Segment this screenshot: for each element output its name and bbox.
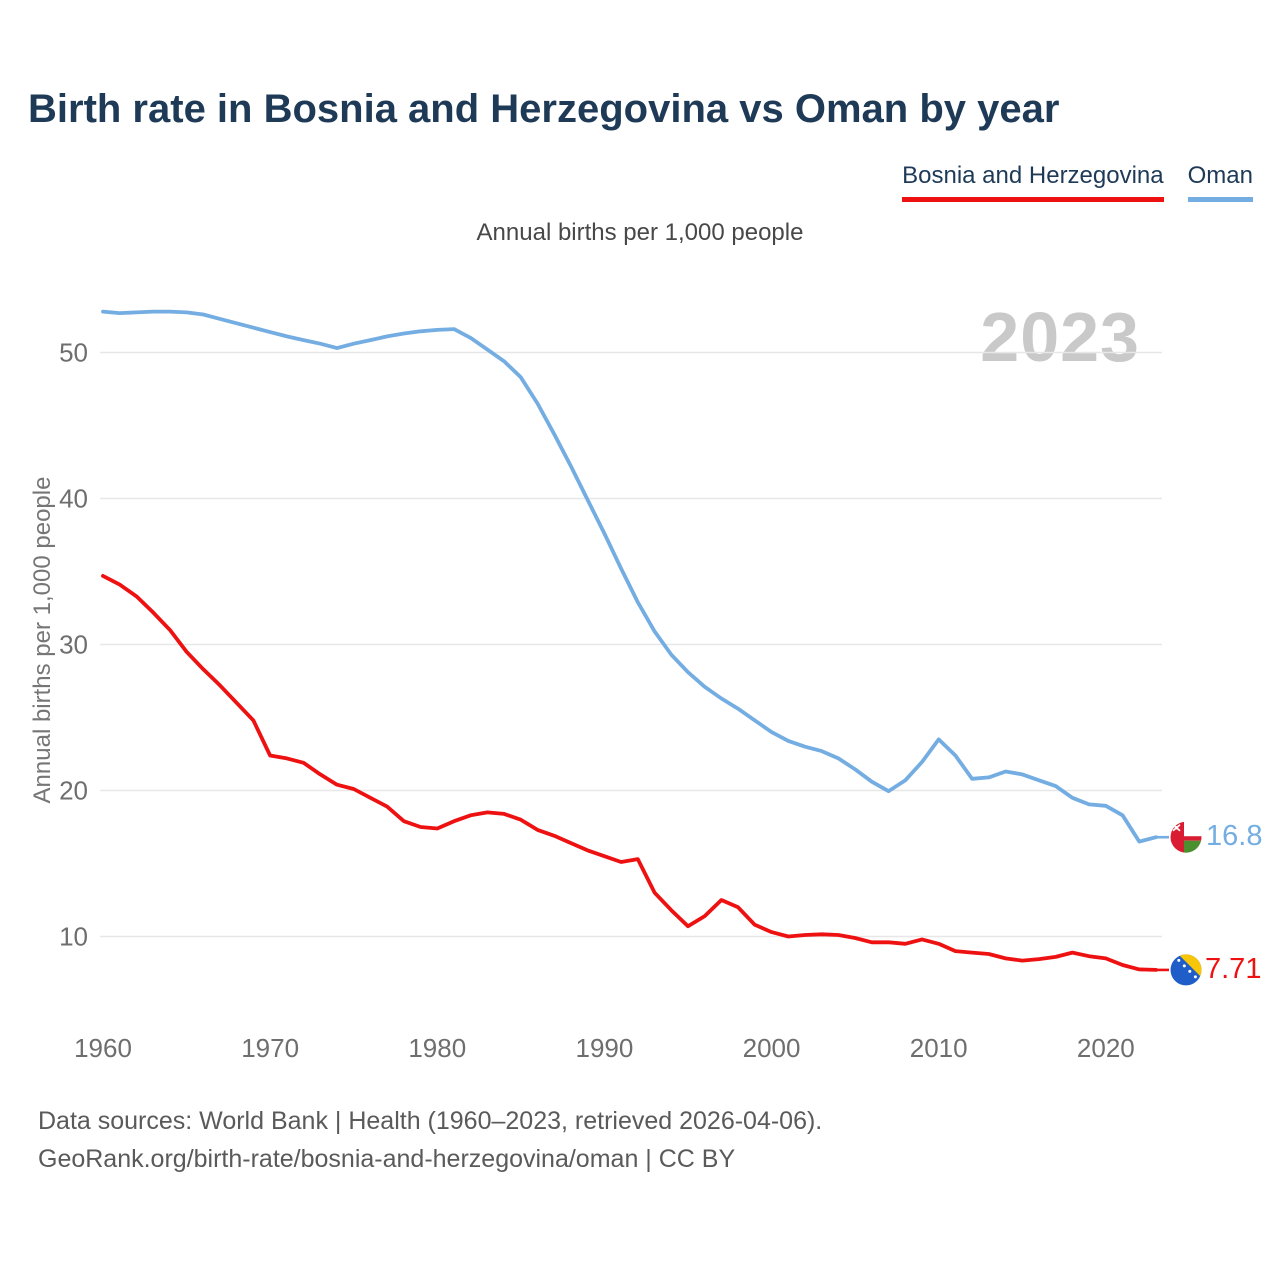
end-value-bosnia: 7.71: [1205, 953, 1262, 985]
x-tick-2000: 2000: [743, 1033, 801, 1063]
oman-flag-icon: [1170, 821, 1202, 853]
chart-subtitle: Annual births per 1,000 people: [476, 219, 804, 246]
legend-item-bosnia[interactable]: Bosnia and Herzegovina: [902, 162, 1164, 202]
birth-rate-chart: 50 40 30 20 10 1960 1970 1980 1990 2000 2010 2020: [0, 260, 1280, 1080]
legend-item-oman[interactable]: Oman: [1187, 162, 1253, 202]
x-tick-2020: 2020: [1077, 1033, 1135, 1063]
y-tick-30: 30: [59, 630, 88, 660]
y-tick-50: 50: [59, 338, 88, 368]
footer-url: GeoRank.org/birth-rate/bosnia-and-herzeg…: [38, 1145, 736, 1173]
x-tick-1980: 1980: [408, 1033, 466, 1063]
legend: Bosnia and Herzegovina Oman: [902, 162, 1253, 202]
end-value-oman: 16.8: [1206, 820, 1263, 852]
x-tick-2010: 2010: [910, 1033, 968, 1063]
watermark-year: 2023: [980, 298, 1140, 376]
series-line-bosnia: [101, 573, 1158, 972]
x-tick-1990: 1990: [575, 1033, 633, 1063]
footer-sources: Data sources: World Bank | Health (1960–…: [38, 1107, 823, 1135]
y-tick-10: 10: [59, 922, 88, 952]
footer: Data sources: World Bank | Health (1960–…: [38, 1102, 822, 1178]
series-line-oman: [101, 309, 1158, 844]
bosnia-flag-icon: [1170, 954, 1202, 986]
x-tick-1970: 1970: [241, 1033, 299, 1063]
y-tick-20: 20: [59, 776, 88, 806]
x-tick-1960: 1960: [74, 1033, 132, 1063]
y-tick-40: 40: [59, 484, 88, 514]
page-title: Birth rate in Bosnia and Herzegovina vs …: [28, 87, 1060, 131]
